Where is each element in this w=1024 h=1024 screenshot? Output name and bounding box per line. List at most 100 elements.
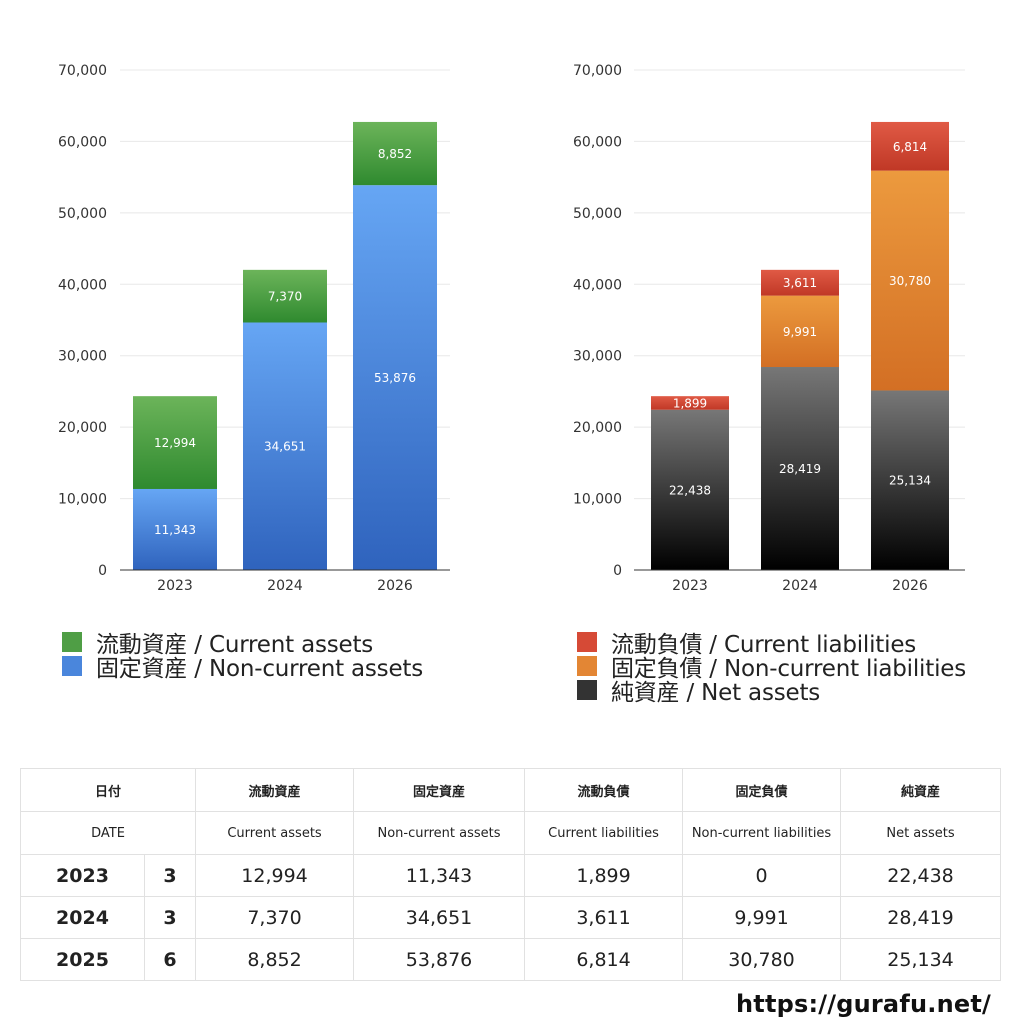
- cell-non-current-liabilities: 30,780: [682, 938, 842, 981]
- liabilities-legend: 流動負債 / Current liabilities 固定負債 / Non-cu…: [577, 630, 966, 706]
- row-year: 2024: [20, 896, 145, 939]
- legend-swatch: [577, 632, 597, 652]
- row-month: 3: [143, 896, 197, 939]
- y-tick-label: 20,000: [58, 420, 107, 436]
- header-current-assets-jp: 流動資産: [195, 768, 355, 812]
- cell-current-liabilities: 3,611: [524, 896, 684, 939]
- data-label: 28,419: [779, 462, 821, 476]
- y-tick-label: 10,000: [58, 492, 107, 508]
- bar-segment: [243, 322, 327, 570]
- legend-label: 固定負債 / Non-current liabilities: [611, 656, 966, 682]
- row-year: 2025: [20, 938, 145, 981]
- cell-current-assets: 8,852: [195, 938, 355, 981]
- legend-label: 純資産 / Net assets: [611, 680, 821, 706]
- legend-item-current-liabilities: 流動負債 / Current liabilities: [577, 630, 966, 658]
- table-header-row-jp: 日付 流動資産 固定資産 流動負債 固定負債 純資産: [19, 768, 1002, 812]
- x-tick-label: 2026: [377, 578, 413, 594]
- x-tick-label: 2023: [672, 578, 708, 594]
- header-net-assets-jp: 純資産: [840, 768, 1002, 812]
- data-label: 12,994: [154, 436, 196, 450]
- y-tick-label: 70,000: [573, 63, 622, 79]
- header-non-current-assets-jp: 固定資産: [353, 768, 526, 812]
- y-tick-label: 60,000: [58, 134, 107, 150]
- x-tick-label: 2023: [157, 578, 193, 594]
- y-tick-label: 0: [613, 563, 622, 579]
- bar-segment: [243, 269, 327, 323]
- table-row: 2023 3 12,994 11,343 1,899 0 22,438: [20, 854, 1002, 897]
- bar-segment: [761, 367, 839, 570]
- bar-segment: [353, 121, 437, 186]
- y-tick-label: 10,000: [573, 492, 622, 508]
- table-row: 2024 3 7,370 34,651 3,611 9,991 28,419: [20, 896, 1002, 939]
- bar-segment: [871, 390, 949, 570]
- site-url[interactable]: https://gurafu.net/: [736, 990, 991, 1018]
- cell-net-assets: 28,419: [840, 896, 1002, 939]
- y-tick-label: 0: [98, 563, 107, 579]
- cell-non-current-assets: 11,343: [353, 854, 526, 897]
- header-current-liabilities-en: Current liabilities: [524, 811, 684, 855]
- legend-item-non-current-liabilities: 固定負債 / Non-current liabilities: [577, 654, 966, 682]
- legend-label: 流動負債 / Current liabilities: [611, 632, 917, 658]
- liabilities-chart: 0 10,000 20,000 30,000 40,000 50,000 60,000 70,…: [573, 63, 965, 594]
- y-tick-label: 70,000: [58, 63, 107, 79]
- y-tick-label: 30,000: [58, 349, 107, 365]
- cell-net-assets: 22,438: [840, 854, 1002, 897]
- x-tick-label: 2024: [782, 578, 818, 594]
- legend-label: 固定資産 / Non-current assets: [96, 656, 424, 682]
- cell-current-assets: 7,370: [195, 896, 355, 939]
- legend-item-non-current-assets: 固定資産 / Non-current assets: [62, 654, 423, 682]
- legend-swatch: [577, 680, 597, 700]
- bar-segment: [651, 396, 729, 410]
- y-tick-label: 60,000: [573, 134, 622, 150]
- cell-current-liabilities: 6,814: [524, 938, 684, 981]
- header-current-assets-en: Current assets: [195, 811, 355, 855]
- row-year: 2023: [20, 854, 145, 897]
- legend-swatch: [577, 656, 597, 676]
- cell-net-assets: 25,134: [840, 938, 1002, 981]
- data-label: 30,780: [889, 274, 931, 288]
- y-tick-label: 40,000: [573, 277, 622, 293]
- cell-non-current-liabilities: 9,991: [682, 896, 842, 939]
- table-row: 2025 6 8,852 53,876 6,814 30,780 25,134: [20, 938, 1002, 981]
- cell-non-current-assets: 34,651: [353, 896, 526, 939]
- x-tick-label: 2026: [892, 578, 928, 594]
- cell-current-assets: 12,994: [195, 854, 355, 897]
- data-label: 8,852: [378, 147, 412, 161]
- bar-segment: [761, 269, 839, 296]
- legend-swatch: [62, 632, 82, 652]
- header-date-en: DATE: [19, 811, 197, 855]
- data-label: 3,611: [783, 276, 817, 290]
- y-tick-label: 50,000: [58, 206, 107, 222]
- cell-non-current-liabilities: 0: [682, 854, 842, 897]
- cell-current-liabilities: 1,899: [524, 854, 684, 897]
- header-non-current-liabilities-jp: 固定負債: [682, 768, 842, 812]
- data-label: 7,370: [268, 290, 302, 304]
- bar-segment: [651, 409, 729, 570]
- data-label: 25,134: [889, 474, 931, 488]
- bar-segment: [133, 488, 217, 570]
- financial-data-table: 日付 流動資産 固定資産 流動負債 固定負債 純資産 DATE Current …: [19, 768, 1002, 981]
- y-tick-label: 50,000: [573, 206, 622, 222]
- assets-chart: 0 10,000 20,000 30,000 40,000 50,000 60,000 70,…: [58, 63, 450, 594]
- cell-non-current-assets: 53,876: [353, 938, 526, 981]
- header-non-current-assets-en: Non-current assets: [353, 811, 526, 855]
- data-label: 22,438: [669, 483, 711, 497]
- y-tick-label: 30,000: [573, 349, 622, 365]
- legend-label: 流動資産 / Current assets: [96, 632, 374, 658]
- y-tick-label: 40,000: [58, 277, 107, 293]
- header-non-current-liabilities-en: Non-current liabilities: [682, 811, 842, 855]
- assets-legend: 流動資産 / Current assets 固定資産 / Non-current…: [62, 630, 423, 682]
- bar-segment: [133, 396, 217, 489]
- data-label: 34,651: [264, 440, 306, 454]
- header-current-liabilities-jp: 流動負債: [524, 768, 684, 812]
- row-month: 3: [143, 854, 197, 897]
- data-label: 1,899: [673, 396, 707, 410]
- bar-segment: [353, 185, 437, 570]
- y-tick-label: 20,000: [573, 420, 622, 436]
- data-label: 6,814: [893, 140, 927, 154]
- header-date-jp: 日付: [19, 768, 197, 812]
- bar-segment: [871, 170, 949, 391]
- data-label: 11,343: [154, 523, 196, 537]
- x-tick-label: 2024: [267, 578, 303, 594]
- legend-item-net-assets: 純資産 / Net assets: [577, 678, 966, 706]
